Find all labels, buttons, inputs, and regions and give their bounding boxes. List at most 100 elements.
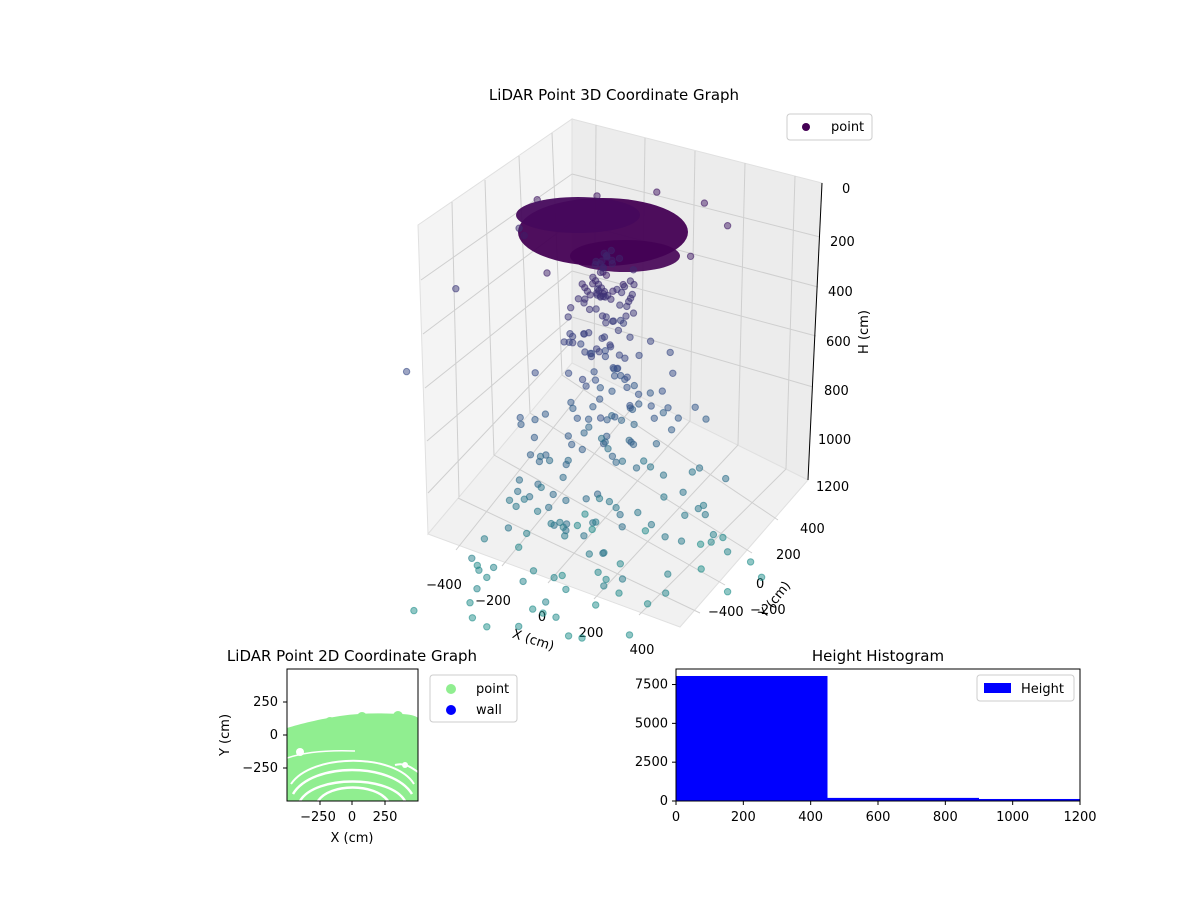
scatter-point <box>475 566 483 574</box>
scatter-point <box>526 451 535 459</box>
scatter-point <box>596 384 604 392</box>
y-tick-label: 7500 <box>635 678 668 693</box>
scatter-point <box>659 409 667 417</box>
scatter-point <box>650 414 658 422</box>
scatter-point <box>629 266 638 274</box>
scatter-point <box>589 403 597 411</box>
scatter-point <box>531 415 539 424</box>
scatter-point <box>592 601 600 609</box>
scatter-point <box>702 415 710 423</box>
scatter-point <box>537 483 545 492</box>
scatter-point <box>606 343 615 351</box>
chart-2d-title: LiDAR Point 2D Coordinate Graph <box>227 647 477 665</box>
scatter-point <box>623 373 631 381</box>
scatter-point <box>580 429 588 437</box>
x-tick-label: 1200 <box>1063 810 1096 825</box>
scatter-point <box>635 351 643 360</box>
scatter-point <box>625 297 633 306</box>
scatter-point <box>619 319 628 327</box>
histogram-bars <box>676 675 1080 801</box>
scatter-point <box>614 326 623 335</box>
scatter-point <box>587 352 596 361</box>
point-scatter-3d <box>402 188 766 642</box>
gap-hole <box>296 748 304 756</box>
scatter-point <box>664 570 672 578</box>
scatter-point <box>542 598 550 606</box>
scatter-point <box>529 605 537 613</box>
scatter-point <box>530 433 539 442</box>
legend-3d-label: point <box>831 120 864 135</box>
arc-gap <box>394 763 418 773</box>
legend-hist-frame <box>976 674 1075 702</box>
scatter-point <box>468 614 477 622</box>
x-tick: 0 <box>538 610 546 625</box>
scatter-point <box>552 613 560 621</box>
z-axis-line <box>807 182 823 481</box>
scatter-point <box>677 537 686 545</box>
y-tick: 200 <box>776 548 801 563</box>
scatter-point <box>694 504 702 513</box>
scatter-point <box>559 473 567 482</box>
dense-point-cloud-skirt <box>570 240 680 272</box>
scatter-point <box>595 494 604 503</box>
scatter-point <box>549 490 557 499</box>
z-tick: 800 <box>824 384 849 399</box>
scatter-point <box>601 352 610 361</box>
scatter-point <box>562 585 570 594</box>
scatter-point <box>568 332 577 341</box>
scatter-point <box>473 585 481 593</box>
scatter-point <box>578 375 587 384</box>
x-tick: −200 <box>475 594 511 609</box>
y-tick-label: 0 <box>660 794 668 809</box>
x-tick-label: 200 <box>731 810 756 825</box>
scatter-point <box>515 224 523 232</box>
scatter-point <box>607 246 615 255</box>
scatter-point <box>533 507 542 515</box>
y-axis-label-2d: Y (cm) <box>218 714 233 757</box>
scatter-point <box>674 414 682 422</box>
scatter-point <box>584 415 593 423</box>
z-tick: 1200 <box>816 480 849 495</box>
scatter-point <box>699 501 708 510</box>
scatter-point <box>630 420 638 429</box>
scatter-point <box>688 468 696 476</box>
scatter-point <box>635 400 643 408</box>
scatter-point <box>608 260 616 268</box>
scatter-point <box>535 457 544 466</box>
scatter-point <box>709 530 718 539</box>
y-tick-label: 2500 <box>635 755 668 770</box>
scatter-point <box>545 456 554 465</box>
scatter-point <box>539 609 547 617</box>
legend-hist-label: Height <box>1021 682 1064 697</box>
scatter-point <box>573 521 582 530</box>
scatter-point <box>623 383 631 392</box>
scatter-point <box>697 565 705 573</box>
histogram-y-axis: 0 2500 5000 7500 <box>635 678 676 809</box>
scatter-point <box>617 288 626 297</box>
scatter-point <box>746 558 755 566</box>
scatter-point <box>719 533 727 542</box>
histogram-bar <box>979 798 1080 801</box>
scatter-point <box>604 445 612 453</box>
histogram-bar <box>676 675 828 801</box>
scatter-point <box>505 496 514 504</box>
scatter-point <box>615 589 623 597</box>
y-tick-2d: 250 <box>253 695 278 710</box>
point-blob <box>408 716 416 724</box>
scatter-point <box>573 414 581 422</box>
scatter-point <box>607 295 615 303</box>
scatter-point <box>564 632 573 640</box>
scatter-point <box>609 317 618 325</box>
scatter-point <box>669 369 677 377</box>
scatter-point <box>468 554 476 562</box>
y-tick: −400 <box>708 605 744 620</box>
scatter-point <box>585 305 594 314</box>
y-tick-2d: 0 <box>270 728 278 743</box>
chart-3d-title: LiDAR Point 3D Coordinate Graph <box>489 86 739 104</box>
scatter-point <box>595 348 603 356</box>
scatter-point <box>593 192 601 200</box>
scatter-point <box>564 313 572 321</box>
scatter-point <box>599 263 608 272</box>
scatter-point <box>626 333 634 341</box>
